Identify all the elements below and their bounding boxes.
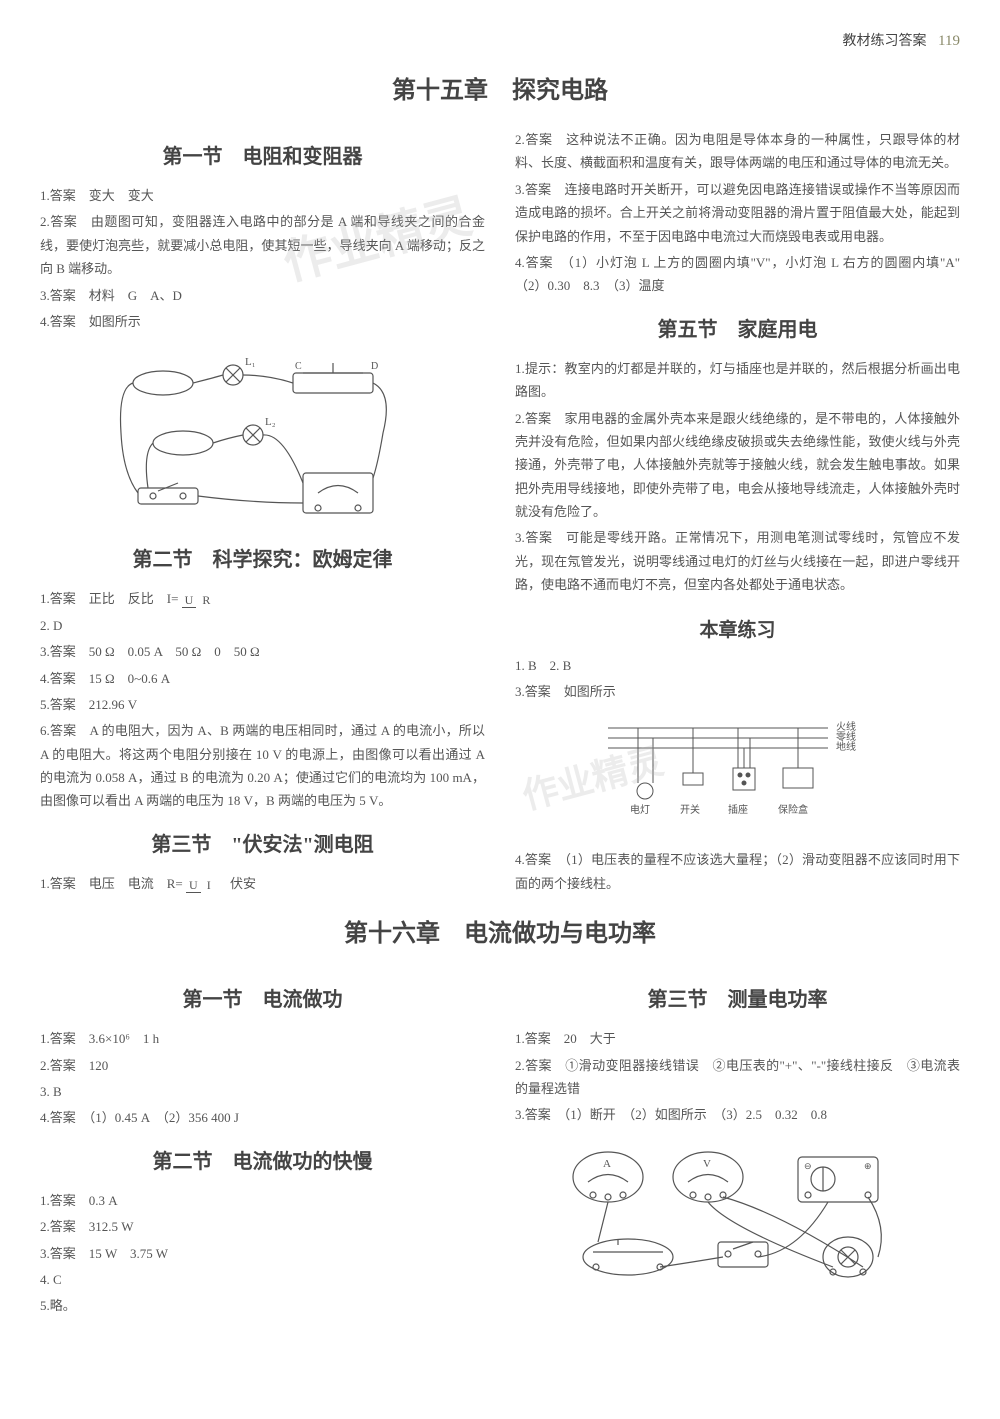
ch16-s1-q4: 4.答案 （1）0.45 A （2）356 400 J [40,1106,485,1129]
ch15-sec2-title: 第二节 科学探究：欧姆定律 [40,543,485,572]
ch16-sec1-title: 第一节 电流做功 [40,983,485,1012]
ch15-s2-q5: 5.答案 212.96 V [40,693,485,716]
ch15-s2-q4: 4.答案 15 Ω 0~0.6 A [40,667,485,690]
ch15-s5-q1: 1.提示：教室内的灯都是并联的，灯与插座也是并联的，然后根据分析画出电路图。 [515,357,960,404]
svg-text:⊖: ⊖ [804,1161,812,1171]
ch15-s1-q1: 1.答案 变大 变大 [40,184,485,207]
svg-text:保险盒: 保险盒 [778,803,808,816]
ch15-ex-q1: 1. B 2. B [515,654,960,677]
ch15-s5-q2: 2.答案 家用电器的金属外壳本来是跟火线绝缘的，是不带电的，人体接触外壳并没有危… [515,407,960,524]
ch16-sec2-title: 第二节 电流做功的快慢 [40,1145,485,1174]
svg-text:电灯: 电灯 [630,803,650,816]
ch15-r-q4: 4.答案 （1）小灯泡 L 上方的圆圈内填"V"，小灯泡 L 右方的圆圈内填"A… [515,251,960,298]
ch16-s2-q5: 5.略。 [40,1294,485,1317]
frac-den: R [199,593,213,607]
ch16-s1-q1: 1.答案 3.6×10⁶ 1 h [40,1027,485,1050]
page-header: 教材练习答案 119 [40,30,960,50]
ch15-ex-q4: 4.答案 （1）电压表的量程不应该选大量程；（2）滑动变阻器不应该同时用下面的两… [515,848,960,895]
ch16-s2-q2: 2.答案 312.5 W [40,1215,485,1238]
ch15-r-q2: 2.答案 这种说法不正确。因为电阻是导体本身的一种属性，只跟导体的材料、长度、横… [515,128,960,175]
ch16-s2-q4: 4. C [40,1268,485,1291]
ch15-s1-q4: 4.答案 如图所示 [40,310,485,333]
ch16-sec3-title: 第三节 测量电功率 [515,983,960,1012]
svg-text:V: V [703,1158,711,1170]
ch15-sec3-title: 第三节 "伏安法"测电阻 [40,828,485,857]
ch15-ex-figure: 火线 零线 地线 [515,713,960,838]
header-label: 教材练习答案 [843,34,927,49]
ch15-s1-figure: L₁ C D L₂ [40,343,485,528]
svg-text:⊕: ⊕ [864,1161,872,1171]
ch15-s2-q1-pre: 1.答案 正比 反比 I= [40,591,178,606]
ch16-s2-q3: 3.答案 15 W 3.75 W [40,1242,485,1265]
ch15-s2-q3: 3.答案 50 Ω 0.05 A 50 Ω 0 50 Ω [40,640,485,663]
ch15-ex-title: 本章练习 [515,615,960,642]
frac-num-2: U [186,878,201,893]
svg-text:地线: 地线 [836,740,856,753]
ch15-s3-q1-post: 伏安 [217,876,256,891]
frac-num: U [182,593,197,608]
ch15-s3-q1-pre: 1.答案 电压 电流 R= [40,876,183,891]
ch15-s2-q6: 6.答案 A 的电阻大，因为 A、B 两端的电压相同时，通过 A 的电流小，所以… [40,719,485,813]
ch15-s2-q2: 2. D [40,614,485,637]
svg-text:L₁: L₁ [245,356,256,368]
svg-text:开关: 开关 [680,803,700,816]
ch16-s3-q2: 2.答案 ①滑动变阻器接线错误 ②电压表的"+"、"-"接线柱接反 ③电流表的量… [515,1054,960,1101]
ch16-s2-q1: 1.答案 0.3 A [40,1189,485,1212]
ch15-s1-q2: 2.答案 由题图可知，变阻器连入电路中的部分是 A 端和导线夹之间的合金线，要使… [40,210,485,280]
ch16-s3-q3: 3.答案 （1）断开 （2）如图所示 （3）2.5 0.32 0.8 [515,1103,960,1126]
ch16-s3-q1: 1.答案 20 大于 [515,1027,960,1050]
ch15-ex-q3: 3.答案 如图所示 [515,680,960,703]
svg-text:L₂: L₂ [265,416,276,428]
chapter-15-title: 第十五章 探究电路 [40,70,960,105]
frac-den-2: I [204,878,214,892]
svg-text:插座: 插座 [728,803,748,816]
svg-text:C: C [295,361,302,372]
page-number: 119 [938,33,960,49]
ch15-s2-q1: 1.答案 正比 反比 I= U R [40,587,485,610]
ch15-r-q3: 3.答案 连接电路时开关断开，可以避免因电路连接错误或操作不当等原因而造成电路的… [515,178,960,248]
ch15-s1-q3: 3.答案 材料 G A、D [40,284,485,307]
ch16-s1-q3: 3. B [40,1080,485,1103]
ch15-s5-q3: 3.答案 可能是零线开路。正常情况下，用测电笔测试零线时，氖管应不发光，现在氖管… [515,526,960,596]
ch16-s1-q2: 2.答案 120 [40,1054,485,1077]
ch15-s3-q1: 1.答案 电压 电流 R= U I 伏安 [40,872,485,895]
svg-text:A: A [603,1158,611,1170]
ch16-s3-figure: A V ⊖ ⊕ [515,1137,960,1302]
svg-text:D: D [371,361,378,372]
ch15-sec5-title: 第五节 家庭用电 [515,313,960,342]
chapter-16-title: 第十六章 电流做功与电功率 [40,913,960,948]
ch15-sec1-title: 第一节 电阻和变阻器 [40,140,485,169]
